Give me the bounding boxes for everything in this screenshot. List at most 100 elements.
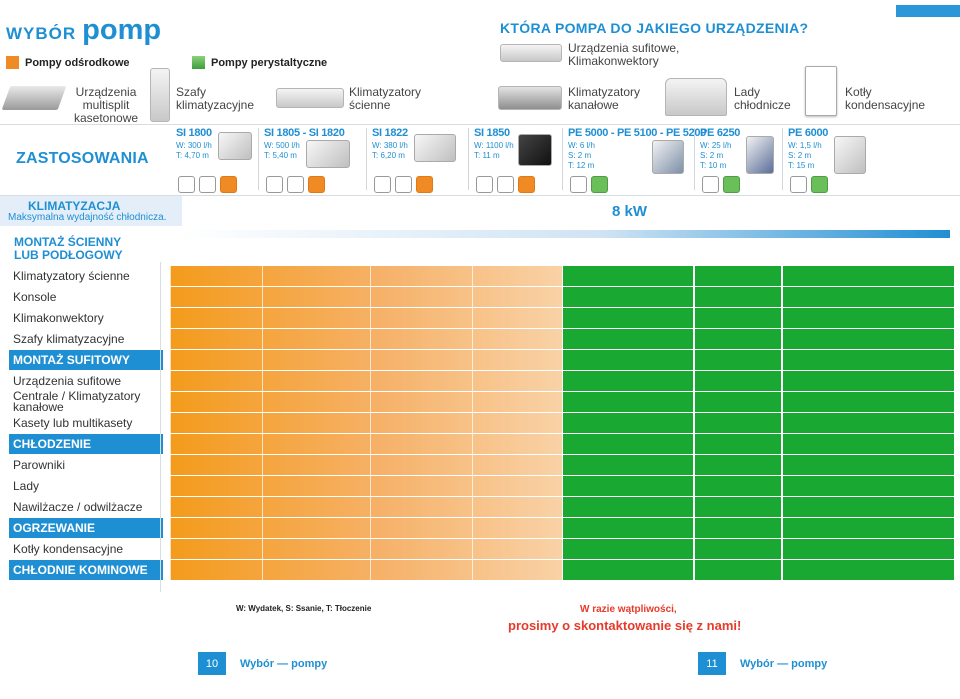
centrifugal-range-band <box>170 560 562 580</box>
peristaltic-range-cell <box>563 560 693 580</box>
peristaltic-range-cell <box>783 329 954 349</box>
device-label-fridge: Lady chłodnicze <box>734 85 791 112</box>
footer-legend: W: Wydatek, S: Ssanie, T: Tłoczenie <box>236 604 372 613</box>
pump-pe6000-image <box>834 136 866 174</box>
centrifugal-range-band <box>170 350 562 370</box>
pump-si1805-icons <box>266 176 329 193</box>
peristaltic-range-cell <box>783 392 954 412</box>
peristaltic-range-cell <box>695 497 781 517</box>
boiler-image <box>805 66 837 116</box>
pump-si1850-image <box>518 134 552 166</box>
centrifugal-pump-icon <box>416 176 433 193</box>
peristaltic-range-cell <box>563 455 693 475</box>
centrifugal-range-band <box>170 539 562 559</box>
row-label: Parowniki <box>13 457 66 472</box>
peristaltic-pump-icon <box>723 176 740 193</box>
klimatyzacja-subtitle: Maksymalna wydajność chłodnicza. <box>8 212 167 223</box>
legend-peristaltic: Pompy perystaltyczne <box>192 56 327 69</box>
peristaltic-range-cell <box>783 266 954 286</box>
centrifugal-pump-icon <box>518 176 535 193</box>
page-number-right: 11 <box>698 652 726 675</box>
peristaltic-range-cell <box>695 350 781 370</box>
peristaltic-range-cell <box>783 497 954 517</box>
centrifugal-range-band <box>170 497 562 517</box>
ceiling-unit-icon <box>374 176 391 193</box>
centrifugal-pump-icon <box>220 176 237 193</box>
peristaltic-range-cell <box>783 560 954 580</box>
pump-pe5000: PE 5000 - PE 5100 - PE 5200 W: 6 l/h S: … <box>568 127 707 171</box>
device-label-wall: Klimatyzatory ścienne <box>349 85 422 112</box>
centrifugal-range-band <box>170 434 562 454</box>
peristaltic-range-cell <box>783 518 954 538</box>
row-label: Kasety lub multikasety <box>13 415 133 430</box>
peristaltic-range-cell <box>563 308 693 328</box>
peristaltic-range-cell <box>783 287 954 307</box>
pump-pe6250-icons <box>702 176 744 193</box>
centrifugal-range-band <box>170 392 562 412</box>
split-unit-icon <box>395 176 412 193</box>
pump-si1822-image <box>414 134 456 162</box>
peristaltic-range-cell <box>563 413 693 433</box>
peristaltic-range-cell <box>695 266 781 286</box>
page-footer-right: 11 Wybór — pompy <box>698 652 827 675</box>
peristaltic-range-cell <box>563 434 693 454</box>
row-label: Klimakonwektory <box>13 310 104 325</box>
pump-pe6250-image <box>746 136 774 174</box>
legend-centrifugal: Pompy odśrodkowe <box>6 56 130 69</box>
pump-si1800-icons <box>178 176 241 193</box>
row-label: Konsole <box>13 289 57 304</box>
peristaltic-range-cell <box>783 413 954 433</box>
centrifugal-range-band <box>170 455 562 475</box>
device-label-cabinet: Szafy klimatyzacyjne <box>176 85 255 112</box>
peristaltic-range-cell <box>695 392 781 412</box>
split-unit-icon <box>497 176 514 193</box>
peristaltic-range-cell <box>695 539 781 559</box>
page-footer-left: 10 Wybór — pompy <box>198 652 327 675</box>
peristaltic-range-cell <box>563 518 693 538</box>
ceiling-unit-label: Urządzenia sufitowe, Klimakonwektory <box>568 41 680 68</box>
peristaltic-range-cell <box>563 371 693 391</box>
ceiling-unit-icon <box>266 176 283 193</box>
peristaltic-range-cell <box>563 329 693 349</box>
peristaltic-range-cell <box>695 329 781 349</box>
peristaltic-range-cell <box>563 476 693 496</box>
ceiling-unit-icon <box>476 176 493 193</box>
peristaltic-range-cell <box>563 350 693 370</box>
peristaltic-range-cell <box>783 308 954 328</box>
ceiling-unit-icon <box>702 176 719 193</box>
peristaltic-range-cell <box>783 455 954 475</box>
peristaltic-range-cell <box>695 371 781 391</box>
page-title-right: Wybór — pompy <box>740 657 828 670</box>
peristaltic-range-cell <box>783 434 954 454</box>
section-row-label: CHŁODNIE KOMINOWE <box>9 560 163 580</box>
brand-title: WYBÓR pomp <box>6 14 161 47</box>
peristaltic-pump-icon <box>591 176 608 193</box>
centrifugal-range-band <box>170 266 562 286</box>
page-tab-marker <box>896 5 960 17</box>
centrifugal-range-band <box>170 287 562 307</box>
centrifugal-range-band <box>170 518 562 538</box>
peristaltic-range-cell <box>695 560 781 580</box>
pump-si1822: SI 1822 W: 380 l/h T: 6,20 m <box>372 127 408 161</box>
pump-si1850-icons <box>476 176 539 193</box>
section-question: KTÓRA POMPA DO JAKIEGO URZĄDZENIA? <box>500 20 809 36</box>
wall-unit-image <box>276 88 344 108</box>
pump-pe6250: PE 6250 W: 25 l/h S: 2 m T: 10 m <box>700 127 741 171</box>
brand-accent: pomp <box>82 14 162 46</box>
pump-si1805-si1820: SI 1805 - SI 1820 W: 500 l/h T: 5,40 m <box>264 127 345 161</box>
page-title-left: Wybór — pompy <box>240 657 328 670</box>
duct-unit-image <box>498 86 562 110</box>
footer-doubt-2: prosimy o skontaktowanie się z nami! <box>508 618 742 633</box>
pump-pe5000-image <box>652 140 684 174</box>
peristaltic-range-cell <box>783 476 954 496</box>
peristaltic-pump-icon <box>811 176 828 193</box>
montaz-scienny-title: MONTAŻ ŚCIENNY LUB PODŁOGOWY <box>14 235 123 262</box>
brand-word: WYBÓR <box>6 24 77 43</box>
centrifugal-pump-icon <box>308 176 325 193</box>
row-label: Nawilżacze / odwilżacze <box>13 499 143 514</box>
pump-si1800-image <box>218 132 252 160</box>
pump-si1850: SI 1850 W: 1100 l/h T: 11 m <box>474 127 514 161</box>
centrifugal-range-band <box>170 476 562 496</box>
peristaltic-range-cell <box>783 539 954 559</box>
split-unit-icon <box>199 176 216 193</box>
